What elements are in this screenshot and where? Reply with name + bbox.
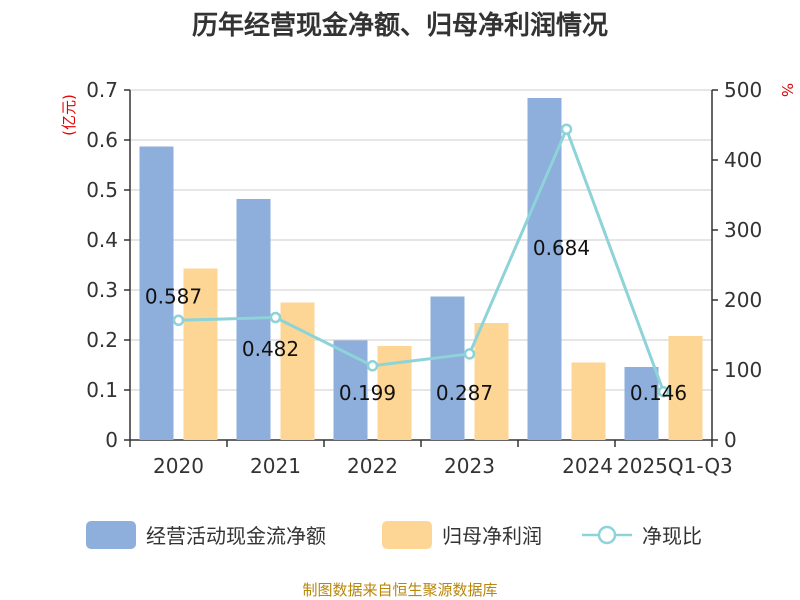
x-axis-category-label: 2023	[444, 454, 495, 478]
right-axis-tick-label: 400	[724, 148, 762, 172]
right-axis-tick-label: 100	[724, 358, 762, 382]
right-axis-tick-label: 300	[724, 218, 762, 242]
line-series	[172, 123, 670, 398]
data-label: 0.146	[630, 381, 687, 405]
bar-cash-flow	[139, 146, 174, 440]
right-axis-tick-label: 200	[724, 288, 762, 312]
gridlines	[130, 89, 712, 391]
line-net-cash-ratio	[178, 125, 665, 393]
bar-net-profit	[183, 268, 218, 440]
legend: 经营活动现金流净额 归母净利润 净现比	[86, 521, 702, 549]
x-axis-category-label: 2021	[250, 454, 301, 478]
left-axis-tick-label: 0.5	[86, 178, 118, 202]
line-point	[269, 311, 282, 324]
x-axis-category-label: 2025Q1-Q3	[617, 454, 733, 478]
data-label: 0.684	[533, 236, 590, 260]
line-point	[657, 385, 670, 398]
left-axis-tick-label: 0.7	[86, 78, 118, 102]
legend-label-bar2: 归母净利润	[442, 524, 542, 548]
bar-net-profit	[474, 323, 509, 440]
bar-cash-flow	[430, 296, 465, 440]
data-label: 0.482	[242, 337, 299, 361]
legend-swatch-bar1	[86, 521, 136, 549]
chart-title: 历年经营现金净额、归母净利润情况	[192, 10, 608, 41]
bar-net-profit	[571, 362, 606, 440]
legend-swatch-line-marker	[597, 525, 617, 545]
source-note: 制图数据来自恒生聚源数据库	[302, 581, 497, 599]
bar-net-profit	[668, 336, 703, 440]
line-point	[172, 314, 185, 327]
data-labels: 0.587 0.482 0.199 0.287 0.684 0.146	[145, 236, 687, 405]
bar-net-profit	[280, 302, 315, 440]
left-axis-tick-label: 0.2	[86, 328, 118, 352]
bar-cash-flow	[333, 340, 368, 440]
right-axis-tick-label: 0	[724, 428, 737, 452]
x-axis-category-label: 2020	[153, 454, 204, 478]
data-label: 0.587	[145, 285, 202, 309]
left-axis-tick-label: 0.6	[86, 128, 118, 152]
data-label: 0.199	[339, 381, 396, 405]
data-label: 0.287	[436, 381, 493, 405]
left-axis-tick-label: 0.4	[86, 228, 118, 252]
left-axis-unit: (亿元)	[60, 94, 78, 136]
line-point	[463, 348, 476, 360]
line-point	[560, 123, 573, 135]
left-axis-tick-label: 0	[105, 428, 118, 452]
line-point	[366, 360, 379, 372]
x-axis-category-label: 2024	[562, 454, 613, 478]
bar-cash-flow	[624, 367, 659, 440]
legend-label-bar1: 经营活动现金流净额	[146, 524, 326, 548]
axes: 0 0.1 0.2 0.3 0.4 0.5 0.6 0.7 0 100 200 300 400 500 20…	[86, 78, 762, 478]
left-axis-tick-label: 0.3	[86, 278, 118, 302]
right-axis-tick-label: 500	[724, 78, 762, 102]
left-axis-tick-label: 0.1	[86, 378, 118, 402]
right-axis-unit: %	[778, 83, 796, 97]
legend-swatch-bar2	[382, 521, 432, 549]
x-axis-category-label: 2022	[347, 454, 398, 478]
legend-label-line: 净现比	[642, 524, 702, 548]
